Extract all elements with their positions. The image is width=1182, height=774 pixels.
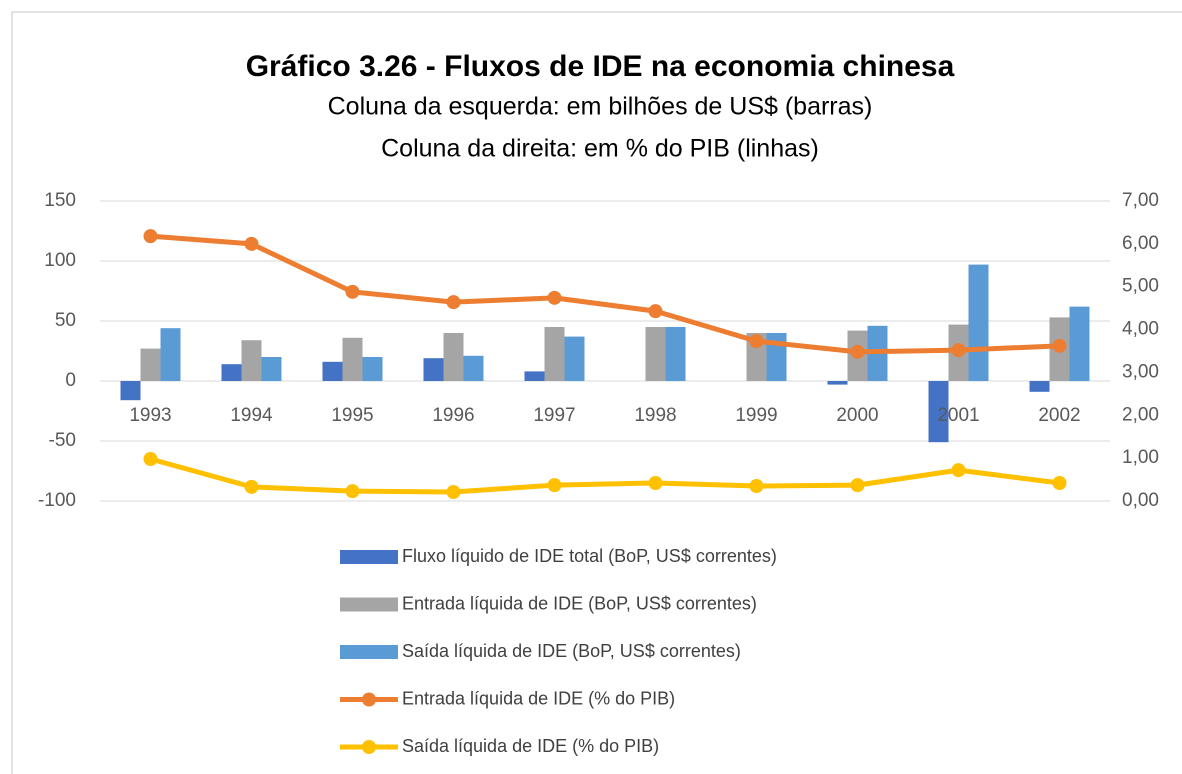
bar [564,336,585,381]
line-marker [547,478,562,493]
line-marker [143,229,158,244]
chart-border [11,11,1182,774]
bar [827,381,848,385]
legend-label: Saída líquida de IDE (% do PIB) [402,736,659,756]
y-tick-label: 0 [65,370,76,391]
line-marker [1052,476,1067,490]
line-marker [446,485,461,499]
legend-swatch [340,550,398,564]
bar [342,337,363,381]
line-marker [749,334,764,349]
x-tick-label: 1998 [634,405,676,426]
line-marker [648,476,663,490]
y2-tick-label: 3,00 [1122,361,1159,382]
chart-subtitle: Coluna da esquerda: em bilhões de US$ (b… [328,93,873,121]
legend-label: Entrada líquida de IDE (% do PIB) [402,688,675,708]
line-marker [951,463,966,478]
bar [261,357,282,381]
bar [120,381,141,401]
bar [423,358,444,381]
x-tick-label: 1993 [129,405,171,426]
line [150,233,1060,355]
line-marker [850,478,865,493]
bar [140,348,161,381]
x-tick-label: 2001 [937,405,979,426]
bar [443,333,464,381]
bar [524,371,545,381]
line [149,456,1060,495]
y2-tick-label: 6,00 [1122,233,1159,254]
y2-tick-label: 1,00 [1122,447,1159,468]
y2-tick-label: 4,00 [1122,319,1159,340]
chart-subtitle: Coluna da direita: em % do PIB (linhas) [381,135,819,163]
bar [160,328,181,381]
legend-label: Fluxo líquido de IDE total (BoP, US$ cor… [402,546,777,566]
legend-swatch [362,692,376,707]
x-tick-label: 1994 [230,405,273,426]
line-marker [547,290,562,305]
x-tick-label: 2002 [1038,405,1080,426]
y-tick-label: 150 [44,190,76,211]
line-marker [648,304,663,319]
y-tick-label: 50 [55,310,76,331]
legend-swatch [362,740,376,754]
y-tick-label: -100 [38,490,76,511]
bar [544,327,565,381]
y2-tick-label: 0,00 [1122,490,1159,511]
y2-tick-label: 7,00 [1122,190,1159,211]
line-marker [749,479,764,493]
bar [665,327,686,381]
bar [362,357,383,381]
y-tick-label: -50 [49,430,76,451]
x-tick-label: 1995 [331,405,373,426]
x-tick-label: 1997 [533,405,575,426]
x-tick-label: 1996 [432,405,474,426]
line-marker [143,452,158,466]
bar [221,364,242,381]
y2-tick-label: 2,00 [1122,404,1159,425]
line-marker [345,484,360,499]
legend-swatch [340,597,398,612]
bar [928,381,949,443]
legend-label: Entrada líquida de IDE (BoP, US$ corrent… [402,593,757,613]
y2-tick-label: 5,00 [1122,276,1159,297]
line-marker [244,236,259,251]
bar [645,327,666,381]
bar [1069,306,1090,381]
bar [241,340,262,381]
x-tick-label: 1999 [735,405,777,426]
x-tick-label: 2000 [836,405,878,426]
bar [1029,381,1050,392]
line-marker [345,284,360,299]
line-marker [244,479,259,494]
chart-title: Gráfico 3.26 - Fluxos de IDE na economia… [246,50,955,83]
line-marker [850,344,865,359]
bar [968,264,989,381]
bar [322,361,343,381]
bar [463,355,484,381]
line-marker [446,295,461,310]
legend-label: Saída líquida de IDE (BoP, US$ correntes… [402,641,741,661]
line-marker [951,343,966,358]
line-marker [1052,338,1067,353]
legend-swatch [340,645,398,659]
y-tick-label: 100 [44,250,76,271]
